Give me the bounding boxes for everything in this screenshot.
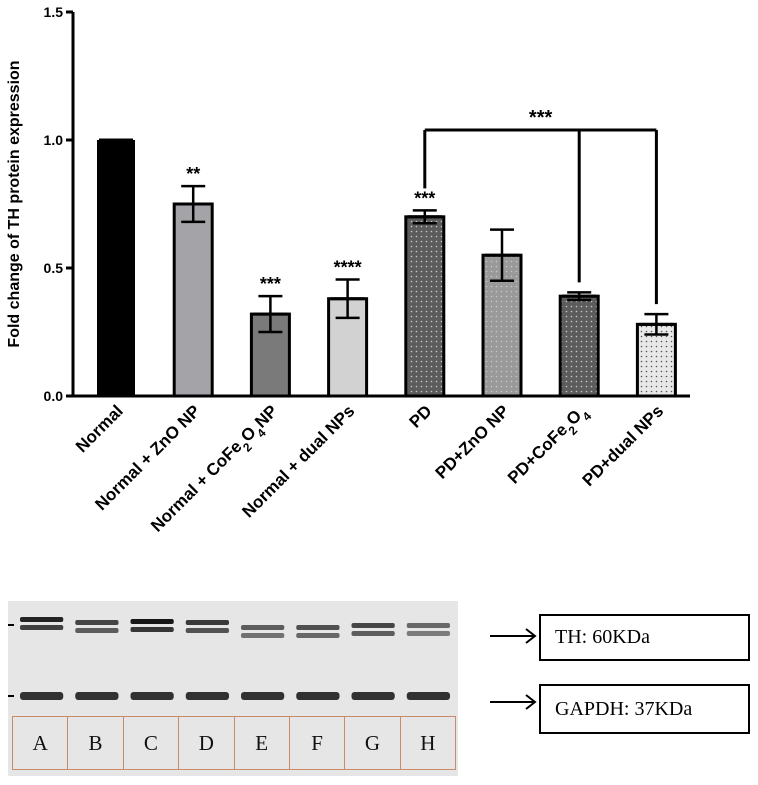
th-band	[406, 631, 450, 636]
y-tick-label: 1.0	[44, 132, 64, 148]
lane-label: C	[124, 717, 180, 769]
th-band	[351, 623, 395, 628]
lane-label: D	[179, 717, 235, 769]
y-tick-label: 0.0	[44, 388, 64, 404]
gapdh-band	[296, 692, 340, 700]
bar	[249, 312, 291, 398]
th-band	[241, 633, 285, 638]
bar-chart: 0.0 0.5 1.0 1.5 Fold change of TH protein ex…	[6, 4, 690, 540]
significance-label: ***	[414, 188, 435, 208]
th-band	[406, 623, 450, 628]
significance-label: **	[186, 164, 200, 184]
gapdh-band	[241, 692, 285, 700]
significance-label: ****	[334, 258, 362, 278]
y-axis-label: Fold change of TH protein expression	[6, 60, 23, 347]
lane-label: G	[345, 717, 401, 769]
th-band	[75, 628, 119, 633]
th-band	[185, 628, 229, 633]
western-blot-image	[8, 601, 458, 776]
gapdh-label-box: GAPDH: 37KDa	[539, 684, 750, 734]
th-band	[296, 625, 340, 630]
lane-label: A	[13, 717, 69, 769]
category-label: Normal	[72, 401, 127, 456]
gapdh-band	[185, 692, 229, 700]
lane-label: H	[420, 730, 436, 755]
lane-label: F	[290, 717, 346, 769]
bar	[172, 202, 214, 398]
category-label: PD	[405, 401, 435, 431]
significance-label: ***	[260, 274, 281, 294]
th-band	[130, 627, 174, 632]
gapdh-band	[130, 692, 174, 700]
bar	[404, 215, 446, 398]
th-band	[130, 619, 174, 624]
th-band	[241, 625, 285, 630]
th-band	[351, 631, 395, 636]
category-label: PD+dual NPs	[579, 401, 668, 490]
y-tick-label: 1.5	[44, 4, 64, 20]
lane-label: E	[235, 717, 290, 769]
blot-bands	[8, 617, 450, 700]
lane-label: B	[68, 717, 124, 769]
category-label: Normal + CoFe2O4NP	[147, 401, 285, 539]
bar	[97, 140, 135, 396]
bar	[558, 294, 600, 398]
y-tick-label: 0.5	[44, 260, 64, 276]
gapdh-band	[75, 692, 119, 700]
gapdh-band	[20, 692, 64, 700]
th-band	[20, 625, 64, 630]
gapdh-band	[406, 692, 450, 700]
th-label-box: TH: 60KDa	[539, 614, 750, 661]
gapdh-band	[351, 692, 395, 700]
comparison-significance: ***	[529, 107, 553, 129]
th-band	[296, 633, 340, 638]
lane-label-strip: A B C D E F G H	[12, 716, 456, 770]
th-band	[75, 620, 119, 625]
bar	[635, 322, 677, 398]
th-band	[185, 620, 229, 625]
arrow-right-icon	[490, 628, 537, 644]
arrow-right-icon	[490, 694, 537, 710]
category-label: PD+ZnO NP	[432, 401, 513, 482]
th-band	[20, 617, 64, 622]
